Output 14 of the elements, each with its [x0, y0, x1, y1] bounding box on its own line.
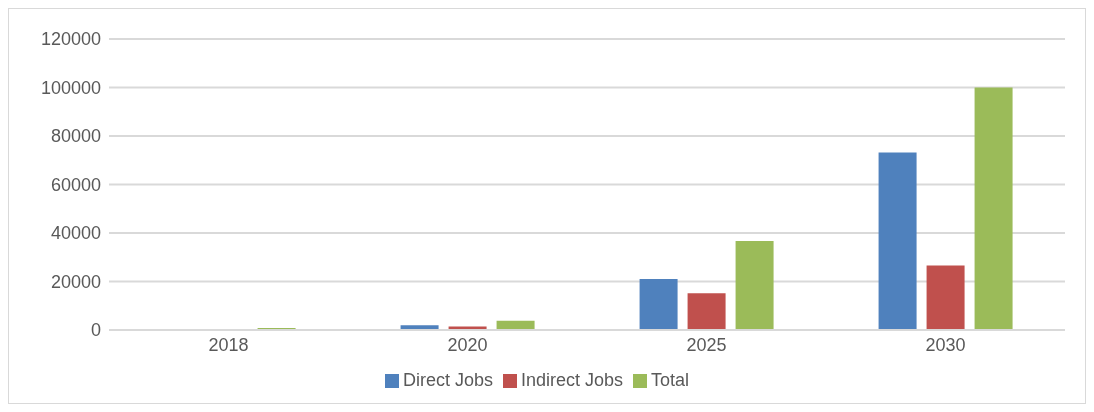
y-tick-label: 100000: [40, 77, 101, 98]
x-tick-label: 2020: [447, 334, 488, 355]
legend-label: Indirect Jobs: [520, 370, 624, 390]
y-tick-label: 40000: [50, 223, 101, 244]
x-tick-label: 2030: [925, 334, 966, 355]
y-tick-label: 60000: [50, 174, 101, 195]
y-tick-label: 80000: [50, 126, 101, 147]
y-tick-label: 0: [90, 320, 101, 341]
y-tick-label: 120000: [40, 29, 101, 50]
y-tick-label: 20000: [50, 271, 101, 292]
legend-label: Direct Jobs: [402, 370, 493, 390]
x-tick-label: 2018: [208, 334, 249, 355]
legend-label: Total: [651, 370, 690, 390]
x-tick-label: 2025: [686, 334, 727, 355]
